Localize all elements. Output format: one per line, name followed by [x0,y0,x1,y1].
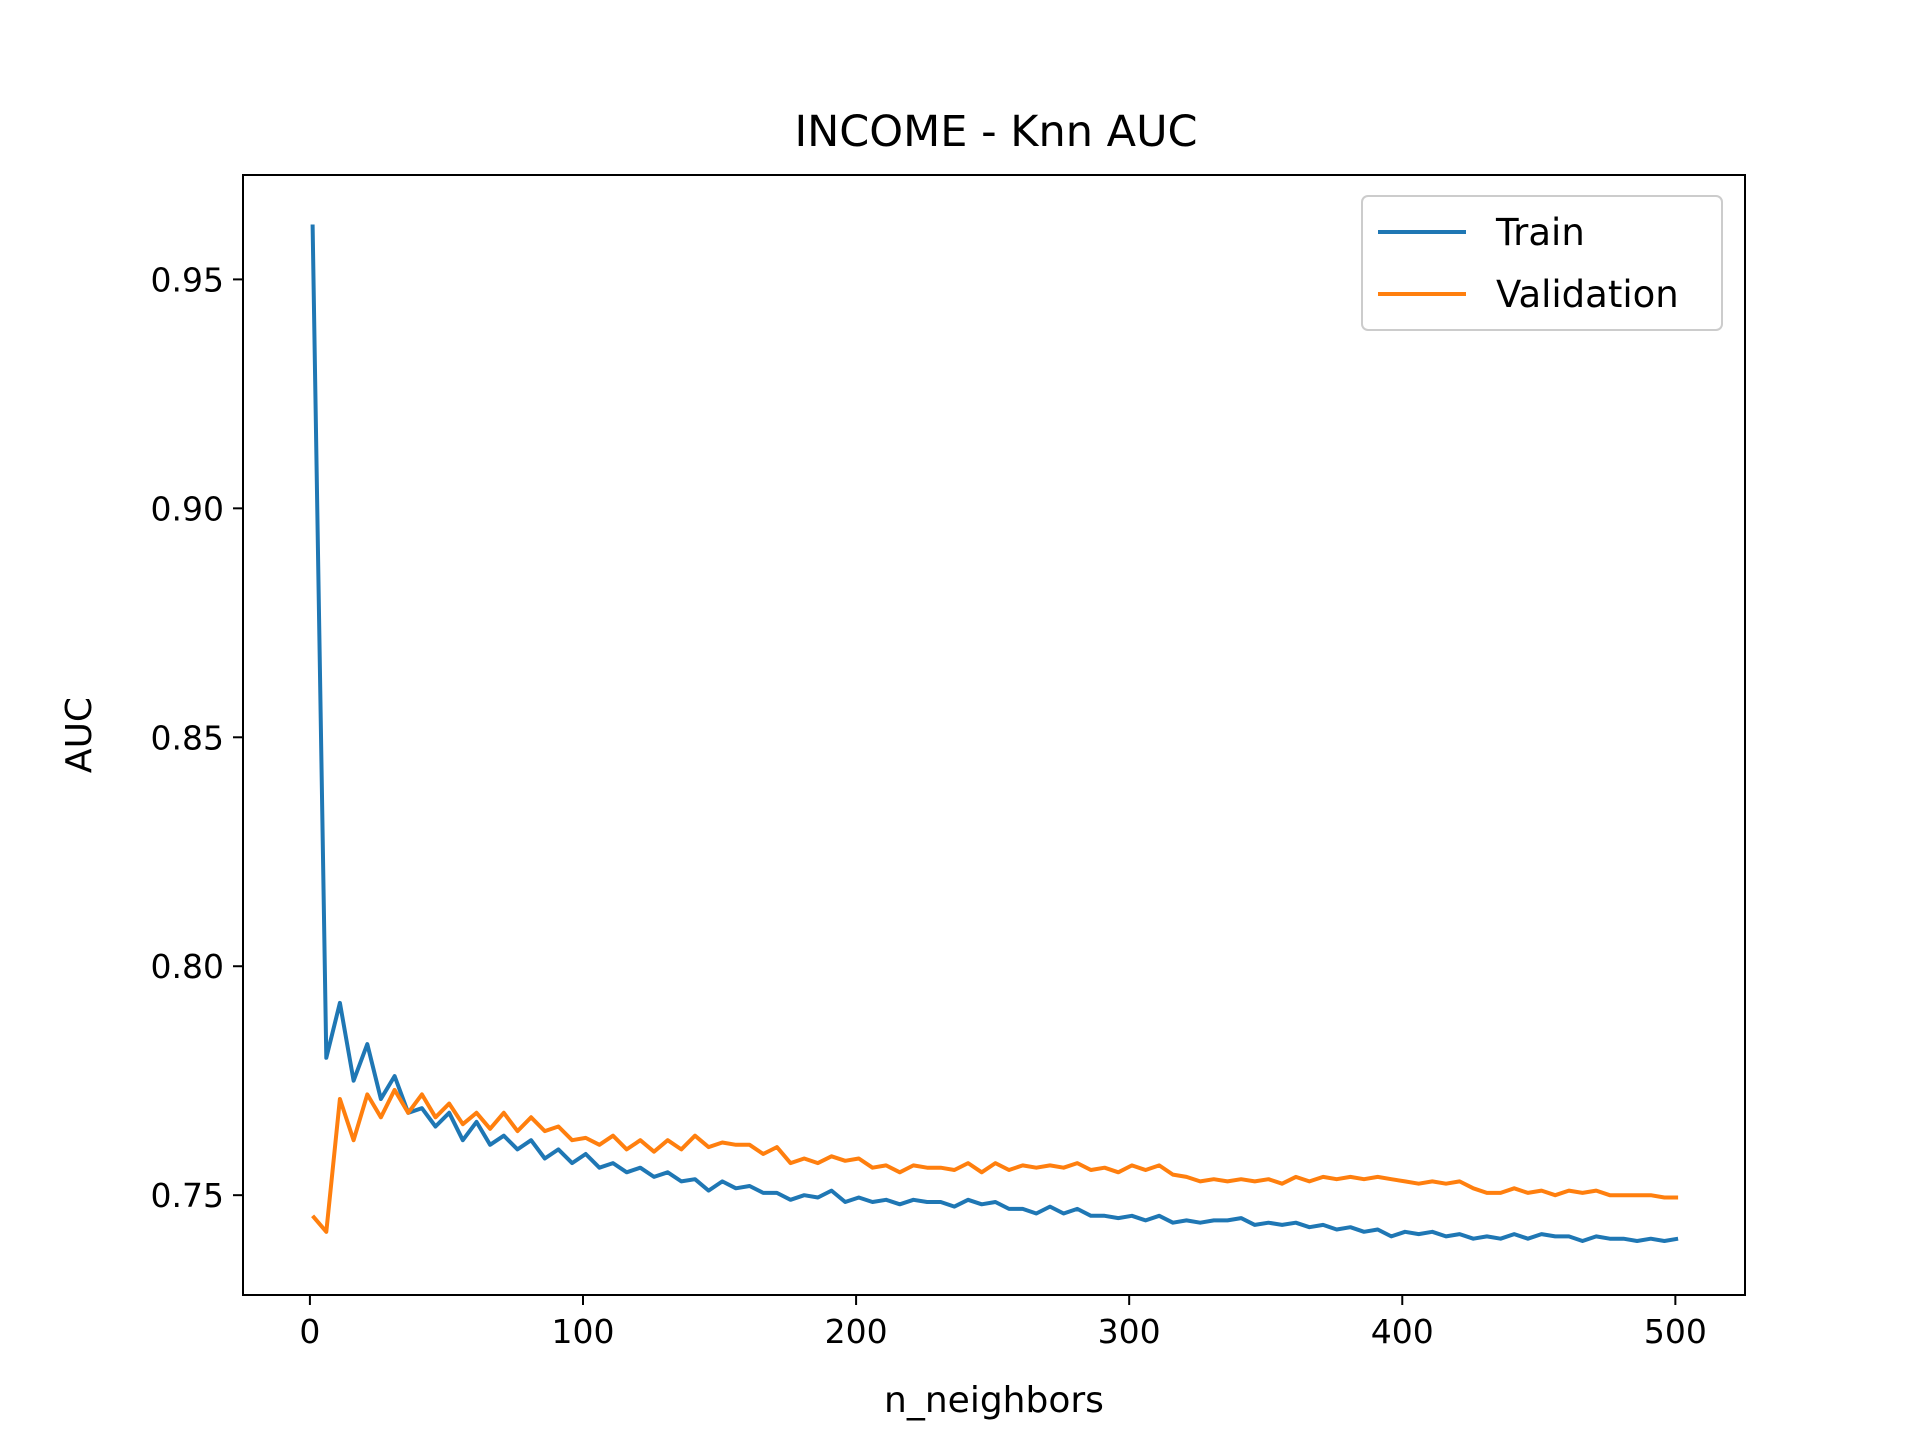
y-tick-label: 0.80 [151,947,224,986]
legend: Train Validation [1361,195,1723,331]
y-axis-title: AUC [59,697,100,773]
y-tick-label: 0.75 [151,1176,224,1215]
x-tick-label: 400 [1371,1312,1434,1351]
y-tick-label: 0.85 [151,718,224,757]
x-tick-label: 0 [299,1312,320,1351]
axes-frame [242,174,1746,1296]
axes-background [243,175,1745,1295]
series-line-validation [311,1087,1679,1234]
x-tick-label: 200 [825,1312,888,1351]
y-tick-label: 0.90 [151,489,224,528]
y-tick-label: 0.95 [151,260,224,299]
plot-area [242,174,1746,1296]
y-axis: 0.75 0.80 0.85 0.90 0.95 [151,260,243,1215]
x-tick-label: 300 [1098,1312,1161,1351]
x-tick-label: 500 [1644,1312,1707,1351]
x-tick-label: 100 [551,1312,614,1351]
x-axis-title: n_neighbors [884,1380,1104,1421]
chart-title: INCOME - Knn AUC [794,107,1197,157]
legend-label-train: Train [1495,211,1585,254]
series-line-train [310,224,1679,1243]
legend-label-validation: Validation [1496,273,1679,316]
legend-box [1361,195,1723,331]
series-layer [310,224,1679,1243]
x-axis: 0 100 200 300 400 500 [299,1295,1707,1351]
